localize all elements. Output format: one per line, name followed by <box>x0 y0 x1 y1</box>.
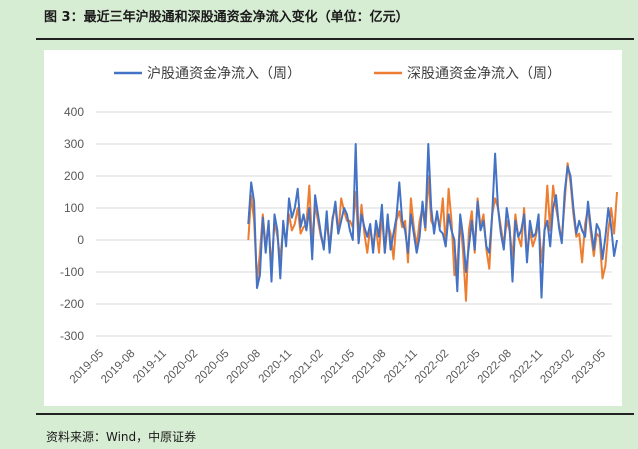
x-tick-label: 2021-05 <box>319 348 357 386</box>
x-tick-label: 2022-02 <box>413 348 451 386</box>
x-tick-label: 2020-02 <box>162 348 200 386</box>
x-tick-label: 2019-08 <box>99 348 137 386</box>
y-tick-label: 200 <box>64 169 84 183</box>
y-tick-label: -200 <box>60 297 84 311</box>
legend-label-sh: 沪股通资金净流入（周） <box>147 65 301 81</box>
y-tick-label: 100 <box>64 201 84 215</box>
y-tick-label: 400 <box>64 105 84 119</box>
x-tick-label: 2023-05 <box>570 348 608 386</box>
y-axis-ticks: 400 300 200 100 0 -100 -200 -300 <box>60 105 84 343</box>
top-rule <box>36 38 634 40</box>
x-tick-label: 2021-08 <box>350 348 388 386</box>
source-note: 资料来源：Wind，中原证券 <box>46 430 197 444</box>
y-tick-label: -300 <box>60 329 84 343</box>
x-tick-label: 2022-05 <box>444 348 482 386</box>
y-tick-label: 300 <box>64 137 84 151</box>
y-tick-label: -100 <box>60 265 84 279</box>
x-tick-label: 2021-02 <box>287 348 325 386</box>
legend-label-sz: 深股通资金净流入（周） <box>407 65 561 81</box>
legend: 沪股通资金净流入（周） 深股通资金净流入（周） <box>114 65 561 81</box>
x-tick-label: 2020-08 <box>225 348 263 386</box>
chart-panel: 沪股通资金净流入（周） 深股通资金净流入（周） 400 300 200 100 0 -10… <box>44 50 622 406</box>
x-tick-label: 2020-05 <box>193 348 231 386</box>
y-tick-label: 0 <box>77 233 84 247</box>
x-tick-label: 2023-02 <box>538 348 576 386</box>
series-lines <box>247 143 618 302</box>
x-axis-ticks: 2019-052019-082019-112020-022020-052020-… <box>68 348 608 386</box>
line-chart: 沪股通资金净流入（周） 深股通资金净流入（周） 400 300 200 100 0 -10… <box>60 65 618 386</box>
figure-title: 图 3：最近三年沪股通和深股通资金净流入变化（单位：亿元） <box>44 10 409 25</box>
x-tick-label: 2022-08 <box>476 348 514 386</box>
series-line-sh <box>247 143 618 299</box>
bottom-rule <box>36 413 634 415</box>
x-tick-label: 2019-05 <box>68 348 106 386</box>
